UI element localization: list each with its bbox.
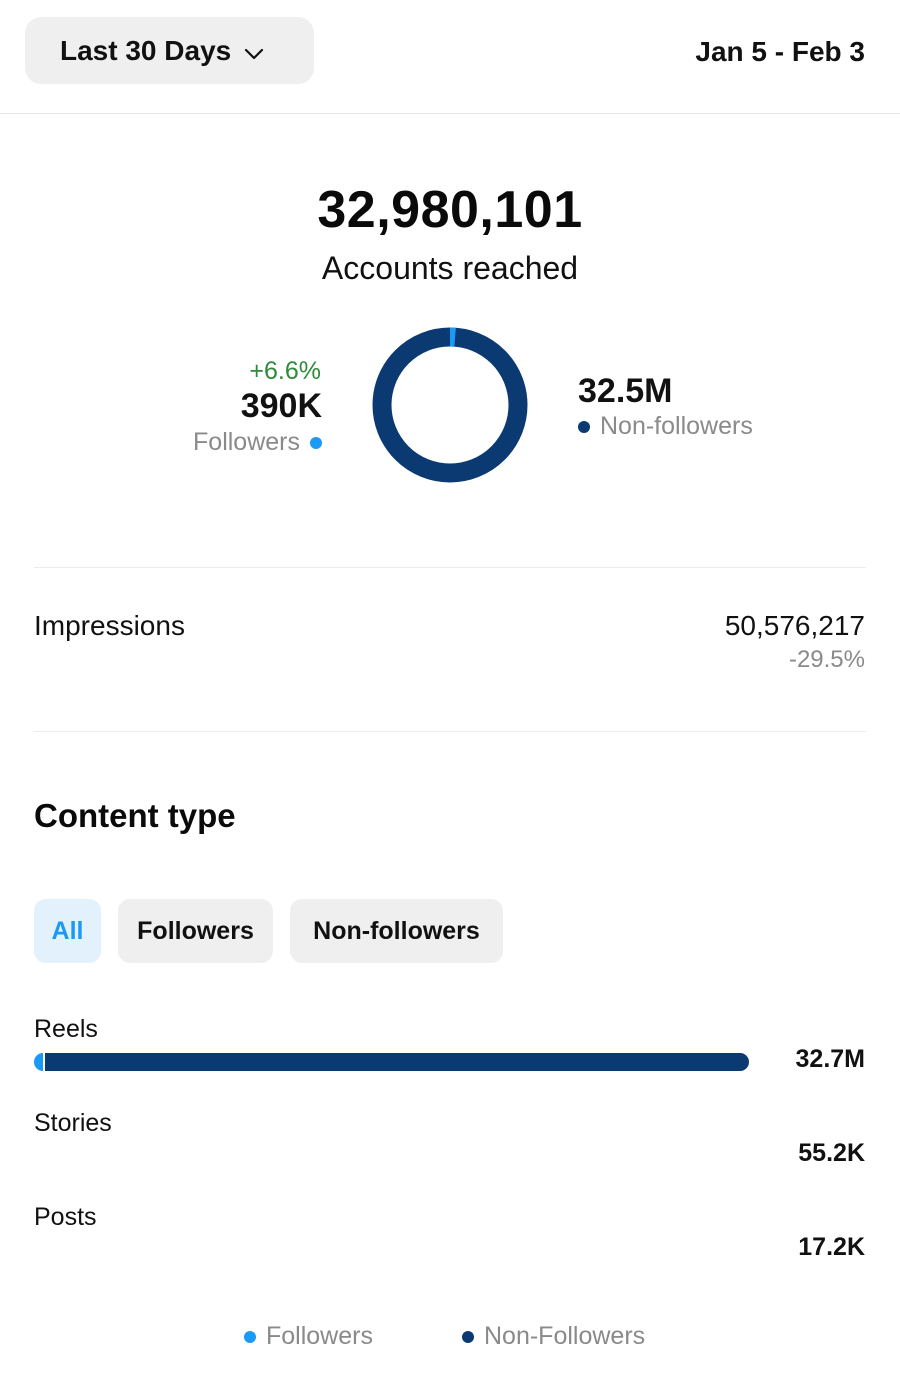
content-row-stories-label: Stories bbox=[34, 1109, 112, 1137]
filter-chip-followers[interactable]: Followers bbox=[118, 899, 273, 963]
header-divider bbox=[0, 113, 900, 114]
filter-chip-all[interactable]: All bbox=[34, 899, 101, 963]
content-row-reels-bar bbox=[34, 1053, 749, 1071]
legend-followers-dot-icon bbox=[244, 1330, 256, 1343]
content-type-title: Content type bbox=[34, 797, 236, 834]
non-followers-label-text: Non-followers bbox=[600, 412, 753, 440]
followers-label-text: Followers bbox=[193, 428, 300, 456]
section-divider bbox=[34, 731, 866, 732]
non-followers-dot-icon bbox=[578, 420, 590, 433]
followers-change: +6.6% bbox=[249, 357, 321, 385]
non-followers-label: Non-followers bbox=[578, 412, 753, 441]
followers-dot-icon bbox=[310, 436, 322, 449]
accounts-reached-label: Accounts reached bbox=[321, 250, 579, 286]
legend-non-followers-dot-icon bbox=[462, 1330, 474, 1343]
legend-followers-label: Followers bbox=[266, 1322, 373, 1350]
reach-donut-chart bbox=[372, 327, 528, 483]
legend-followers: Followers bbox=[244, 1322, 373, 1351]
content-row-posts-value: 17.2K bbox=[798, 1233, 865, 1261]
filter-chip-non-followers[interactable]: Non-followers bbox=[290, 899, 503, 963]
impressions-change: -29.5% bbox=[788, 646, 865, 673]
chevron-down-icon bbox=[243, 40, 265, 62]
date-span: Jan 5 - Feb 3 bbox=[695, 36, 865, 67]
legend-non-followers-label: Non-Followers bbox=[484, 1322, 646, 1350]
donut-non-followers-arc bbox=[372, 327, 528, 483]
reels-bar-non-followers bbox=[44, 1053, 749, 1071]
date-range-dropdown[interactable]: Last 30 Days bbox=[25, 17, 314, 84]
section-divider bbox=[34, 567, 866, 568]
date-range-label: Last 30 Days bbox=[60, 34, 232, 66]
reels-bar-followers bbox=[34, 1053, 43, 1071]
impressions-value: 50,576,217 bbox=[724, 610, 865, 641]
content-row-stories-value: 55.2K bbox=[798, 1139, 865, 1167]
content-row-reels-value: 32.7M bbox=[795, 1045, 865, 1073]
followers-label: Followers bbox=[193, 428, 322, 457]
content-row-reels-label: Reels bbox=[34, 1015, 98, 1043]
non-followers-value: 32.5M bbox=[578, 372, 673, 410]
content-row-posts-label: Posts bbox=[34, 1203, 97, 1231]
donut-followers-arc bbox=[372, 327, 528, 483]
followers-value: 390K bbox=[240, 387, 322, 425]
legend-non-followers: Non-Followers bbox=[462, 1322, 645, 1351]
accounts-reached-value: 32,980,101 bbox=[317, 181, 583, 239]
impressions-label: Impressions bbox=[34, 610, 185, 641]
